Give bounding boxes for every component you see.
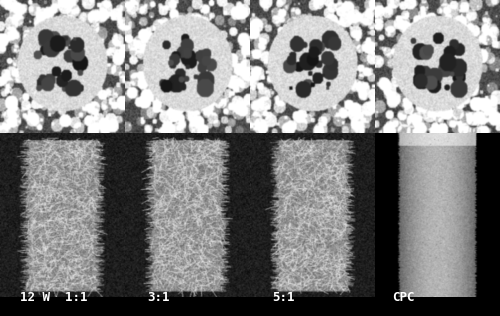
Text: 12 W  1:1: 12 W 1:1 <box>20 291 87 304</box>
Text: 5:1: 5:1 <box>272 291 295 304</box>
Text: 3:1: 3:1 <box>148 291 170 304</box>
Text: CPC: CPC <box>392 291 415 304</box>
